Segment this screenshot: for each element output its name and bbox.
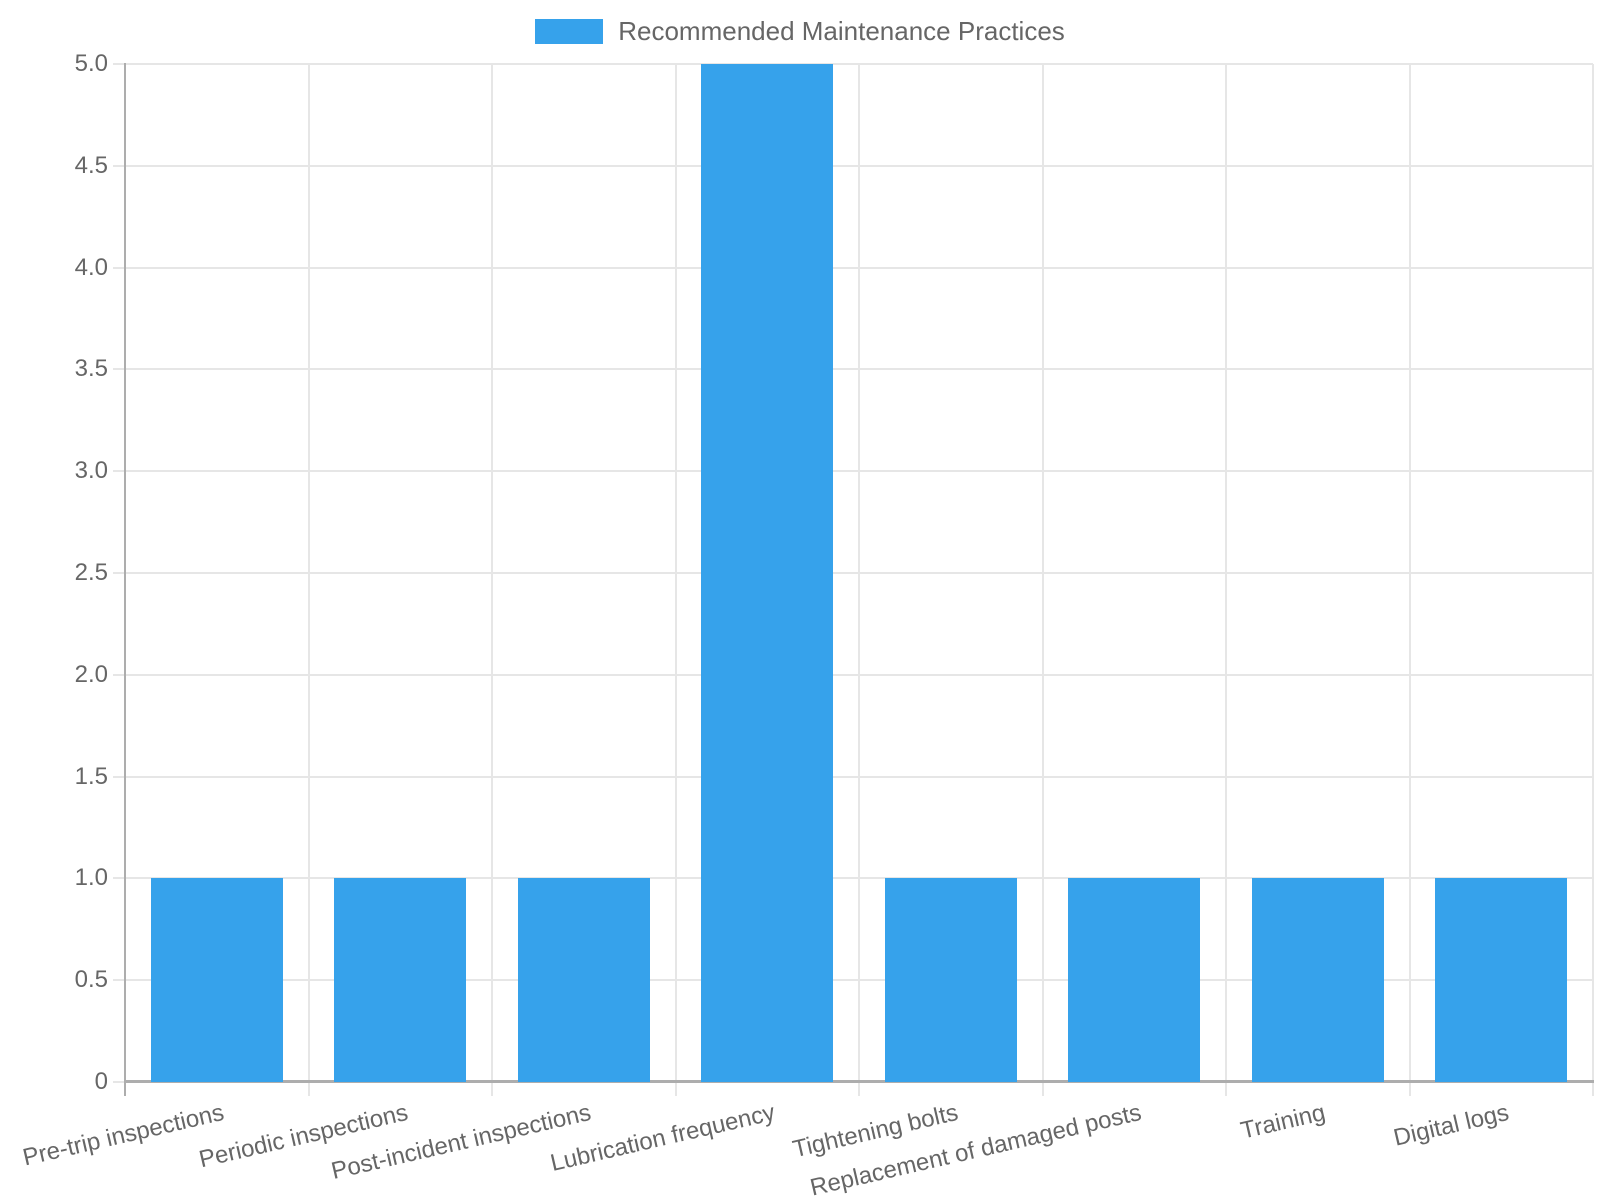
y-axis-tick-label: 2.0 [74, 660, 108, 688]
x-gridline [1408, 64, 1411, 1096]
y-gridline [113, 63, 1593, 65]
bar-post-incident-inspections [517, 878, 650, 1082]
y-axis-tick-label: 5.0 [74, 50, 108, 77]
bar-tightening-bolts [884, 878, 1017, 1082]
y-axis-tick-label: 3.0 [74, 457, 108, 485]
y-gridline [113, 572, 1593, 574]
y-gridline [113, 979, 1593, 982]
bar-replacement-of-damaged-posts [1068, 878, 1201, 1082]
y-axis-tick-label: 4.0 [74, 253, 108, 281]
bar-periodic-inspections [334, 878, 467, 1082]
y-axis-tick-label: 4.5 [74, 151, 108, 179]
x-gridline [1225, 64, 1227, 1096]
x-gridline [1041, 64, 1044, 1096]
y-gridline [113, 368, 1593, 371]
y-axis-tick-label: 1.0 [74, 864, 108, 892]
x-axis-category-label: Pre-trip inspections [20, 1099, 227, 1172]
y-axis-tick-label: 3.5 [74, 355, 108, 383]
legend-label: Recommended Maintenance Practices [618, 16, 1065, 46]
legend-item[interactable]: Recommended Maintenance Practices [535, 16, 1065, 47]
x-gridline [858, 64, 860, 1096]
y-axis-tick-label: 0 [94, 1068, 108, 1095]
bar-lubrication-frequency [701, 64, 834, 1082]
legend-swatch [535, 19, 604, 44]
y-axis-tick-label: 1.5 [74, 762, 108, 790]
x-axis-category-label: Training [1238, 1099, 1328, 1145]
y-gridline [113, 775, 1593, 778]
legend: Recommended Maintenance Practices [0, 16, 1600, 47]
y-axis-tick-label: 0.5 [74, 966, 108, 994]
x-gridline [674, 64, 677, 1096]
y-gridline [113, 266, 1593, 269]
x-gridline [1592, 64, 1594, 1096]
bar-digital-logs [1435, 878, 1568, 1082]
x-gridline [491, 64, 493, 1096]
x-axis-line [125, 1080, 1594, 1083]
y-axis-line [124, 63, 126, 1096]
y-axis-tick-label: 2.5 [74, 559, 108, 586]
bar-pre-trip-inspections [150, 878, 283, 1082]
bar-training [1251, 878, 1384, 1082]
y-gridline [113, 877, 1593, 880]
x-axis-category-label: Digital logs [1390, 1099, 1512, 1152]
y-gridline [113, 164, 1593, 167]
y-gridline [113, 673, 1593, 676]
x-gridline [307, 64, 310, 1096]
y-gridline [113, 470, 1593, 473]
